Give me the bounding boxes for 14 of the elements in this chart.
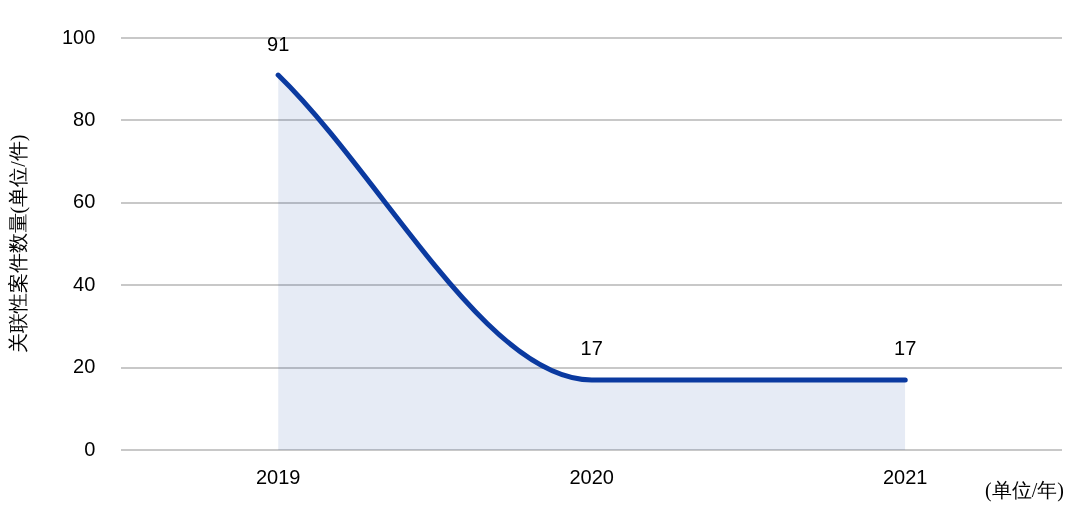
y-tick-label: 60: [73, 190, 96, 213]
data-label: 17: [580, 337, 603, 360]
y-tick-label: 0: [84, 437, 96, 460]
x-tick-label: 2020: [569, 465, 614, 488]
y-tick-label: 80: [73, 107, 96, 130]
x-axis-title: (单位/年): [985, 479, 1064, 503]
y-tick-label: 20: [73, 355, 96, 378]
x-tick-label: 2019: [255, 465, 301, 488]
y-tick-label: 100: [61, 25, 96, 48]
data-label: 17: [894, 337, 917, 360]
y-tick-label: 40: [73, 272, 96, 295]
y-axis-title: 关联性案件数量(单位/件): [7, 134, 31, 354]
x-tick-label: 2021: [882, 465, 928, 488]
data-label: 91: [267, 32, 290, 55]
